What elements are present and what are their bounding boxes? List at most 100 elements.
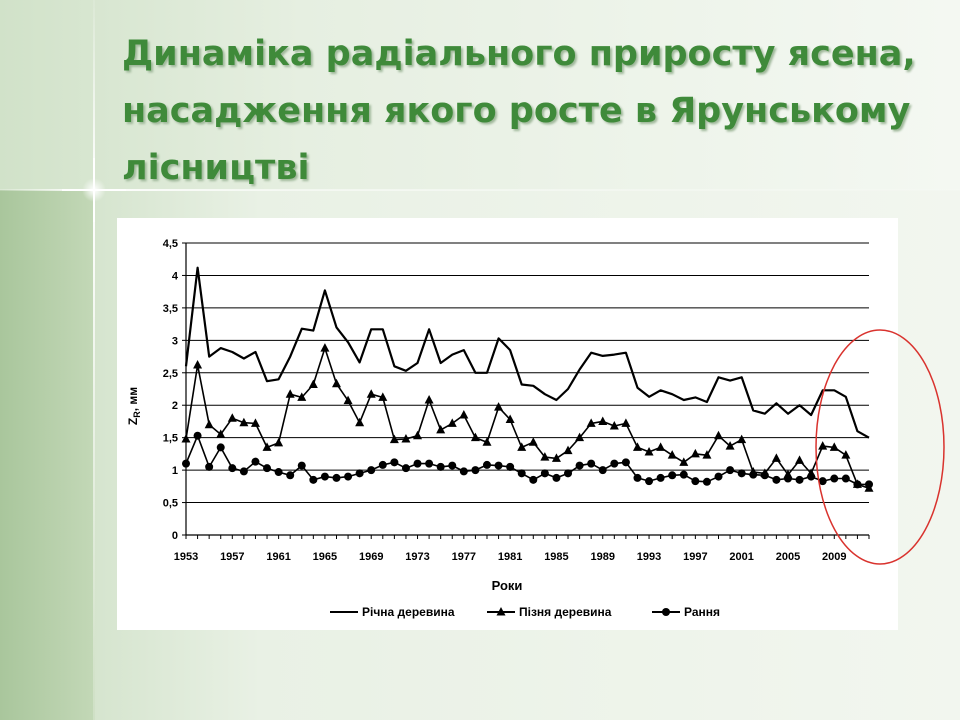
triangle-marker [331,378,341,388]
circle-marker [216,443,225,452]
triangle-marker [378,392,388,401]
triangle-marker [181,433,191,443]
circle-marker [251,457,260,466]
triangle-marker [540,452,550,461]
triangle-marker [401,433,411,443]
triangle-marker [496,607,506,616]
chart-axes [185,243,870,539]
circle-marker [807,472,816,481]
triangle-marker [285,389,295,398]
circle-marker [772,475,781,484]
circle-marker [506,462,515,471]
triangle-marker [227,413,237,422]
left-divider-line [93,0,95,720]
y-tick-label: 1 [172,465,178,477]
line-chart: 0 0,5 1 1,5 2 2,5 3 3,5 4 4,5 1953 1957 1961 1965 196… [126,238,874,619]
triangle-marker [517,442,527,451]
triangle-marker [714,430,724,440]
chart-panel: 0 0,5 1 1,5 2 2,5 3 3,5 4 4,5 1953 1957 1961 1965 196… [117,218,898,630]
circle-marker [459,467,468,476]
triangle-marker [818,441,828,450]
circle-marker [517,469,526,478]
x-tick-label: 1977 [452,551,476,563]
circle-marker [795,475,804,484]
y-tick-label: 0 [172,530,178,542]
circle-marker [598,466,607,475]
triangle-marker [494,402,504,411]
y-axis-subscript: R [132,411,142,418]
series-line [185,347,870,490]
x-tick-label: 1985 [544,551,568,563]
triangle-marker [737,434,747,444]
triangle-marker [841,450,851,459]
x-tick-label: 1997 [683,551,707,563]
circle-marker [702,477,711,486]
y-tick-label: 3,5 [163,303,178,315]
circle-marker [494,461,503,470]
circle-marker [668,471,677,480]
circle-marker [749,470,758,479]
y-axis-title: ZR, мм [126,387,142,425]
circle-marker [378,460,387,469]
circle-marker [760,471,769,480]
triangle-marker [297,392,307,401]
circle-marker [564,469,573,478]
triangle-marker [204,419,214,429]
x-tick-label: 1981 [498,551,522,563]
circle-marker [482,460,491,469]
triangle-marker [551,453,561,462]
circle-marker [413,459,422,468]
triangle-marker [355,417,365,427]
triangle-marker [274,437,284,447]
triangle-marker [482,437,492,446]
triangle-marker [667,450,677,459]
x-axis-title: Роки [492,578,523,593]
triangle-marker [193,359,203,369]
circle-marker [714,472,723,481]
x-tick-label: 1969 [359,551,383,563]
circle-marker [390,458,399,467]
series-line [184,266,870,439]
y-axis-unit: , мм [126,387,140,412]
x-tick-label: 1957 [220,551,244,563]
legend-label: Рання [684,605,720,619]
triangle-marker [459,409,469,419]
page-title: Динаміка радіального приросту ясена, нас… [122,34,916,188]
x-tick-label: 2005 [776,551,800,563]
triangle-marker [239,417,249,427]
x-tick-label: 1961 [266,551,290,563]
x-tick-label: 2009 [822,551,846,563]
circle-marker [344,472,353,481]
series-group [184,266,870,439]
x-tick-label: 1989 [591,551,615,563]
triangle-marker [609,420,619,430]
circle-marker [367,466,376,475]
x-tick-label: 1993 [637,551,661,563]
circle-marker [239,467,248,476]
circle-marker [621,458,630,467]
circle-marker [865,480,873,489]
circle-marker [286,471,295,480]
chart-legend: Річна деревина Пізня деревина Рання [330,605,720,619]
circle-marker [448,461,457,470]
triangle-marker [262,442,272,451]
legend-label: Пізня деревина [519,605,612,619]
circle-marker [436,462,445,471]
triangle-marker [424,395,434,404]
triangle-marker [598,416,608,425]
y-tick-label: 2,5 [163,368,178,380]
x-tick-label: 2001 [729,551,753,563]
triangle-marker [250,418,260,427]
circle-marker [783,474,792,483]
circle-marker [228,464,237,473]
circle-marker [205,462,214,471]
circle-marker [320,472,329,481]
circle-marker [633,473,642,482]
triangle-marker [308,379,318,388]
y-tick-label: 3 [172,335,178,347]
circle-marker [182,459,190,468]
triangle-marker [436,424,446,434]
triangle-marker [575,432,585,442]
triangle-marker [505,414,515,423]
y-tick-label: 0,5 [163,498,178,510]
